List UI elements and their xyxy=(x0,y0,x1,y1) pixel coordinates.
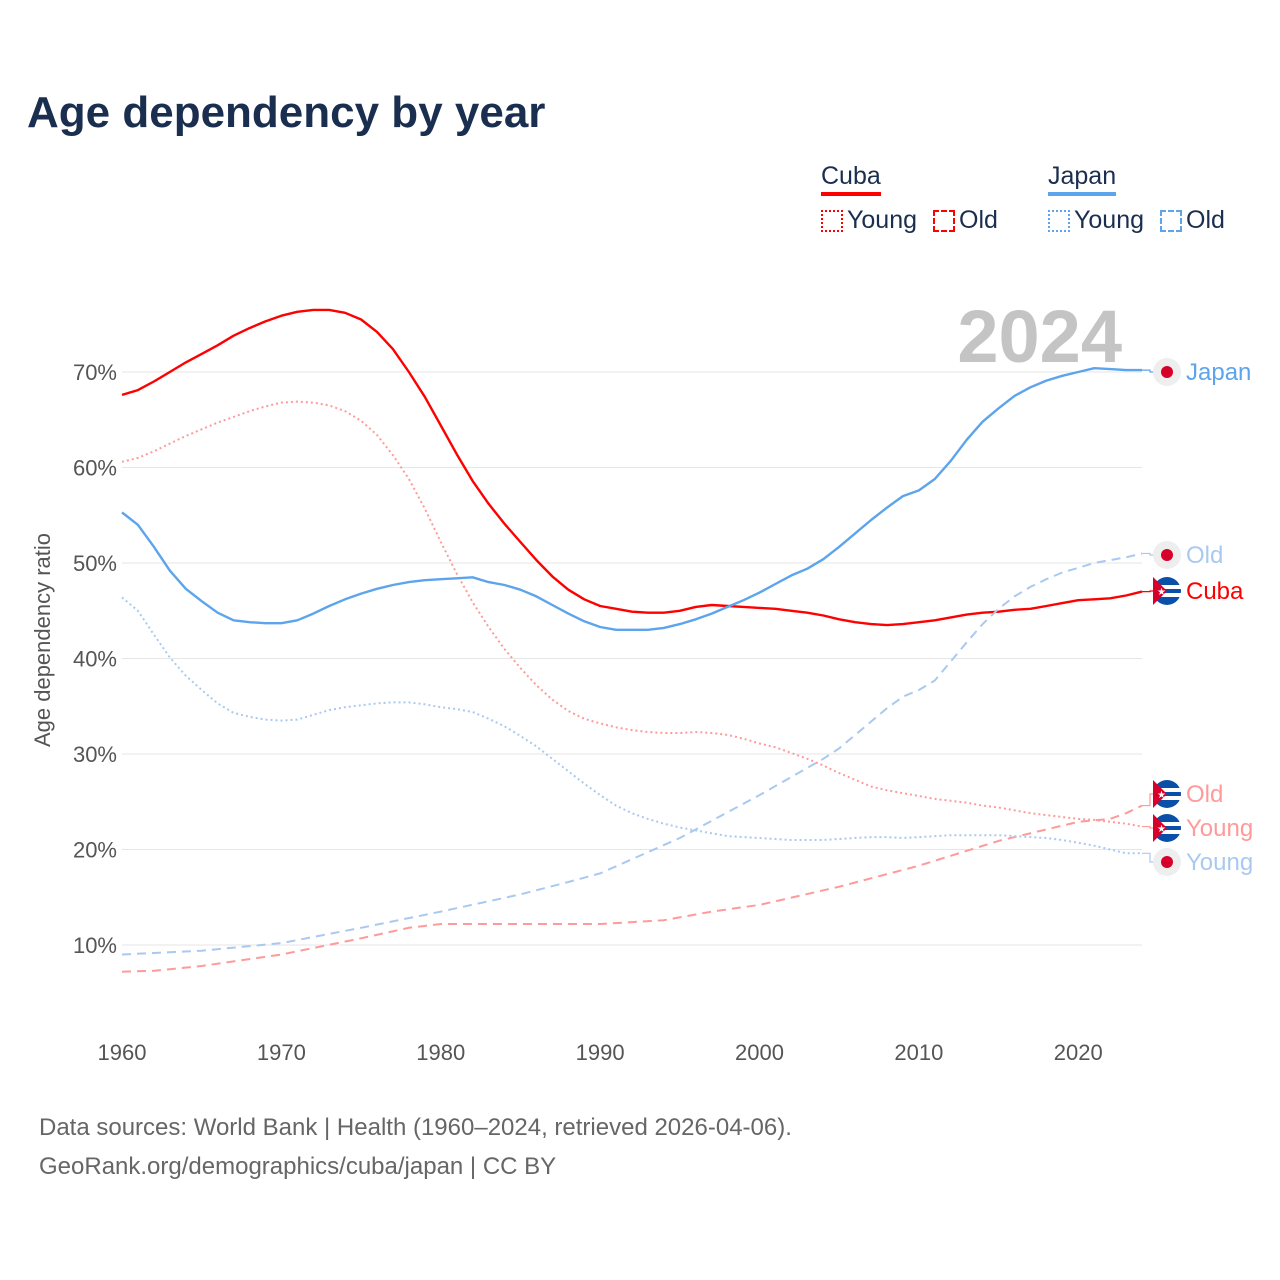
end-label-japan-old: Old xyxy=(1186,542,1223,569)
legend-cuba-old[interactable]: Old xyxy=(933,206,998,235)
dotted-swatch-icon xyxy=(821,209,843,232)
legend-label: Young xyxy=(1074,206,1144,234)
cuba-flag-icon: ★ xyxy=(1153,780,1181,808)
flag-triangle xyxy=(1153,780,1167,808)
legend-cuba-young[interactable]: Young xyxy=(821,206,917,235)
y-tick-label: 50% xyxy=(73,551,117,576)
end-label-cuba: Cuba xyxy=(1186,578,1244,605)
flag-star: ★ xyxy=(1157,790,1166,801)
x-tick-label: 1960 xyxy=(98,1040,147,1065)
y-tick-label: 10% xyxy=(73,933,117,958)
footer: Data sources: World Bank | Health (1960–… xyxy=(39,1108,792,1186)
legend-label: Young xyxy=(847,206,917,234)
series-line-japan-old xyxy=(121,552,1143,956)
series-line-cuba-young xyxy=(121,400,1143,828)
x-tick-label: 1970 xyxy=(257,1040,306,1065)
dotted-swatch-icon xyxy=(1048,209,1070,232)
end-label-japan-young: Young xyxy=(1186,849,1253,876)
japan-flag-icon xyxy=(1153,848,1181,876)
legend-japan: Japan Young Old xyxy=(1048,162,1225,235)
y-tick-label: 30% xyxy=(73,742,117,767)
y-tick-label: 40% xyxy=(73,647,117,672)
x-tick-label: 1980 xyxy=(416,1040,465,1065)
flag-stripe xyxy=(1153,788,1181,792)
flag-stripe xyxy=(1153,585,1181,589)
y-axis-label: Age dependency ratio xyxy=(30,533,55,747)
flag-triangle xyxy=(1153,577,1167,605)
y-tick-label: 60% xyxy=(73,456,117,481)
flag-sun xyxy=(1161,856,1173,868)
x-tick-label: 1990 xyxy=(576,1040,625,1065)
flag-triangle xyxy=(1153,814,1167,842)
chart-title: Age dependency by year xyxy=(27,88,546,137)
y-tick-label: 20% xyxy=(73,838,117,863)
flag-sun xyxy=(1161,549,1173,561)
japan-flag-icon xyxy=(1153,541,1181,569)
year-watermark: 2024 xyxy=(957,295,1122,378)
flag-star: ★ xyxy=(1157,824,1166,835)
dashed-swatch-icon xyxy=(1160,209,1182,232)
x-tick-label: 2000 xyxy=(735,1040,784,1065)
legend-label: Old xyxy=(959,206,998,234)
series-line-japan xyxy=(121,367,1142,631)
legend-label: Old xyxy=(1186,206,1225,234)
legend-cuba-title: Cuba xyxy=(821,162,881,196)
legend-japan-title: Japan xyxy=(1048,162,1117,196)
cuba-flag-icon: ★ xyxy=(1153,814,1181,842)
series-line-cuba-old xyxy=(121,804,1143,973)
cuba-flag-icon: ★ xyxy=(1153,577,1181,605)
x-tick-label: 2010 xyxy=(894,1040,943,1065)
x-tick-label: 2020 xyxy=(1054,1040,1103,1065)
legend-cuba: Cuba Young Old xyxy=(821,162,998,235)
flag-stripe xyxy=(1153,830,1181,834)
flag-sun xyxy=(1161,366,1173,378)
flag-stripe xyxy=(1153,796,1181,800)
series-line-cuba xyxy=(121,308,1143,627)
end-label-cuba-young: Young xyxy=(1186,815,1253,842)
flag-star: ★ xyxy=(1157,587,1166,598)
series-line-japan-young xyxy=(121,596,1142,855)
flag-stripe xyxy=(1153,822,1181,826)
legend-japan-young[interactable]: Young xyxy=(1048,206,1144,235)
source-link[interactable]: GeoRank.org/demographics/cuba/japan | CC… xyxy=(39,1153,557,1180)
japan-flag-icon xyxy=(1153,358,1181,386)
data-sources: Data sources: World Bank | Health (1960–… xyxy=(39,1114,792,1141)
legend-japan-old[interactable]: Old xyxy=(1160,206,1225,235)
y-tick-label: 70% xyxy=(73,360,117,385)
end-label-cuba-old: Old xyxy=(1186,781,1223,808)
dashed-swatch-icon xyxy=(933,209,955,232)
flag-stripe xyxy=(1153,593,1181,597)
end-label-japan: Japan xyxy=(1186,359,1251,386)
